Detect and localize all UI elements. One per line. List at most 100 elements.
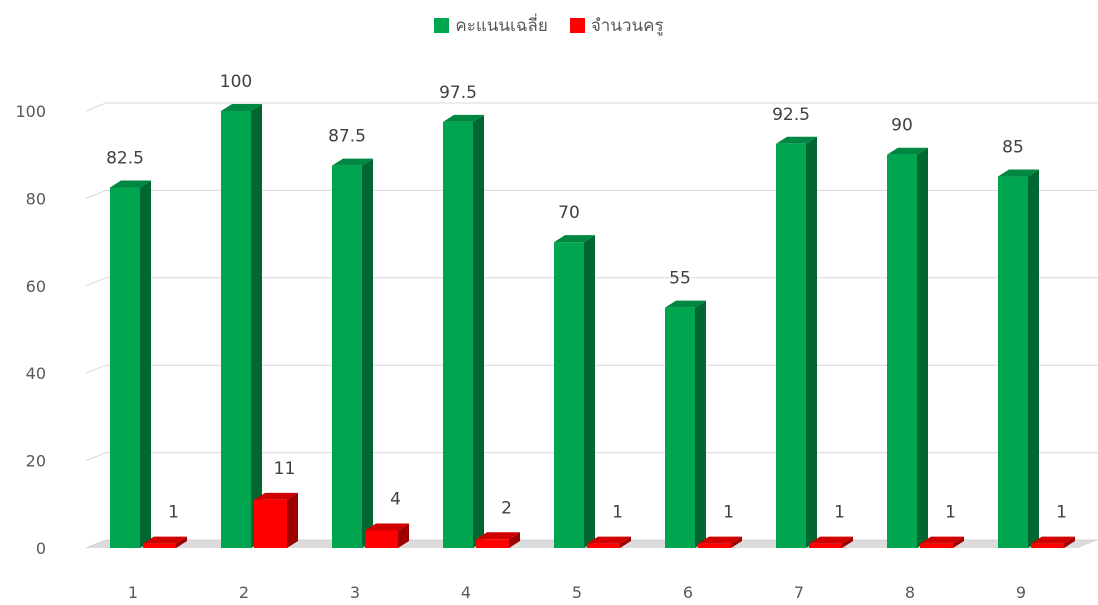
gridline-connector — [85, 102, 107, 112]
bar-top — [221, 104, 262, 111]
bar-top — [476, 532, 520, 540]
data-label: 97.5 — [439, 83, 477, 103]
y-tick-label: 0 — [36, 539, 46, 558]
data-label: 82.5 — [106, 148, 144, 168]
bar-average-score — [887, 154, 917, 548]
bar-average-score — [443, 121, 473, 549]
bar-side — [1064, 536, 1075, 548]
bar-teacher-count — [920, 543, 953, 548]
y-tick-label: 60 — [26, 277, 46, 296]
bar-side — [695, 300, 706, 548]
bar-side — [806, 136, 817, 548]
bar-teacher-count — [1031, 543, 1064, 548]
data-label: 4 — [390, 490, 401, 510]
data-label: 90 — [891, 116, 913, 136]
bar-average-score — [665, 307, 695, 548]
bar-teacher-count — [254, 499, 287, 548]
bar-side — [1028, 169, 1039, 549]
bar-top — [143, 536, 187, 544]
gridline-connector — [85, 277, 107, 287]
y-tick-label: 80 — [26, 189, 46, 208]
bar-side — [509, 532, 520, 548]
x-tick-label: 2 — [239, 583, 249, 602]
legend-label-average-score: คะแนนเฉลี่ย — [455, 16, 548, 36]
bar-top — [920, 536, 964, 544]
bar-teacher-count — [587, 543, 620, 548]
y-tick-label: 40 — [26, 364, 46, 383]
legend: คะแนนเฉลี่ย จำนวนครู — [0, 12, 1098, 39]
bar-top — [665, 300, 706, 308]
legend-item-teacher-count: จำนวนครู — [569, 12, 664, 39]
x-tick-label: 9 — [1016, 583, 1026, 602]
data-label: 55 — [669, 269, 691, 289]
data-label: 1 — [945, 503, 956, 523]
x-tick-label: 3 — [350, 583, 360, 602]
data-label: 85 — [1002, 138, 1024, 158]
bar-average-score — [554, 242, 584, 548]
data-label: 92.5 — [772, 105, 810, 125]
bar-top — [110, 180, 151, 188]
bar-top — [698, 536, 742, 544]
data-label: 1 — [723, 503, 734, 523]
bar-top — [998, 169, 1039, 177]
y-tick-label: 20 — [26, 452, 46, 471]
gridline-connector — [85, 189, 107, 199]
bar-average-score — [110, 187, 140, 548]
legend-swatch-average-score — [434, 18, 450, 33]
bar-side — [584, 235, 595, 548]
bar-side — [842, 536, 853, 548]
bar-teacher-count — [809, 543, 842, 548]
bar-teacher-count — [365, 530, 398, 548]
x-tick-label: 5 — [572, 583, 582, 602]
x-tick-label: 7 — [794, 583, 804, 602]
legend-item-average-score: คะแนนเฉลี่ย — [434, 12, 548, 39]
bar-side — [251, 104, 262, 548]
bar-side — [287, 492, 298, 548]
bar-top — [443, 114, 484, 122]
data-label: 1 — [612, 503, 623, 523]
bar-side — [620, 536, 631, 548]
bar-average-score — [332, 165, 362, 548]
bar-top — [365, 523, 409, 531]
data-label: 1 — [834, 503, 845, 523]
bar-average-score — [998, 176, 1028, 549]
x-tick-label: 6 — [683, 583, 693, 602]
bar-side — [176, 536, 187, 548]
bar-side — [362, 158, 373, 548]
x-tick-label: 1 — [128, 583, 138, 602]
x-tick-label: 8 — [905, 583, 915, 602]
bar-top — [809, 536, 853, 544]
bar-side — [140, 180, 151, 548]
bar-top — [554, 235, 595, 243]
bar-top — [1031, 536, 1075, 544]
data-label: 100 — [220, 72, 252, 92]
data-label: 11 — [274, 459, 296, 479]
legend-swatch-teacher-count — [569, 18, 585, 33]
bar-top — [254, 492, 298, 500]
legend-label-teacher-count: จำนวนครู — [590, 16, 664, 36]
bar-teacher-count — [476, 539, 509, 548]
y-tick-label: 100 — [15, 102, 46, 121]
bar-teacher-count — [698, 543, 731, 548]
bar-top — [587, 536, 631, 544]
bar-side — [917, 147, 928, 548]
bar-side — [473, 114, 484, 549]
data-label: 87.5 — [328, 127, 366, 147]
bar-teacher-count — [143, 543, 176, 548]
bar-side — [953, 536, 964, 548]
data-label: 1 — [1056, 503, 1067, 523]
bar-top — [776, 136, 817, 144]
bar-top — [332, 158, 373, 166]
bar-side — [398, 523, 409, 548]
data-label: 1 — [168, 503, 179, 523]
bar-average-score — [776, 143, 806, 548]
bar-top — [887, 147, 928, 155]
data-label: 70 — [558, 203, 580, 223]
bar-side — [731, 536, 742, 548]
bar-average-score — [221, 111, 251, 548]
gridline-connector — [85, 452, 107, 462]
data-label: 2 — [501, 498, 512, 518]
gridline-connector — [85, 364, 107, 374]
